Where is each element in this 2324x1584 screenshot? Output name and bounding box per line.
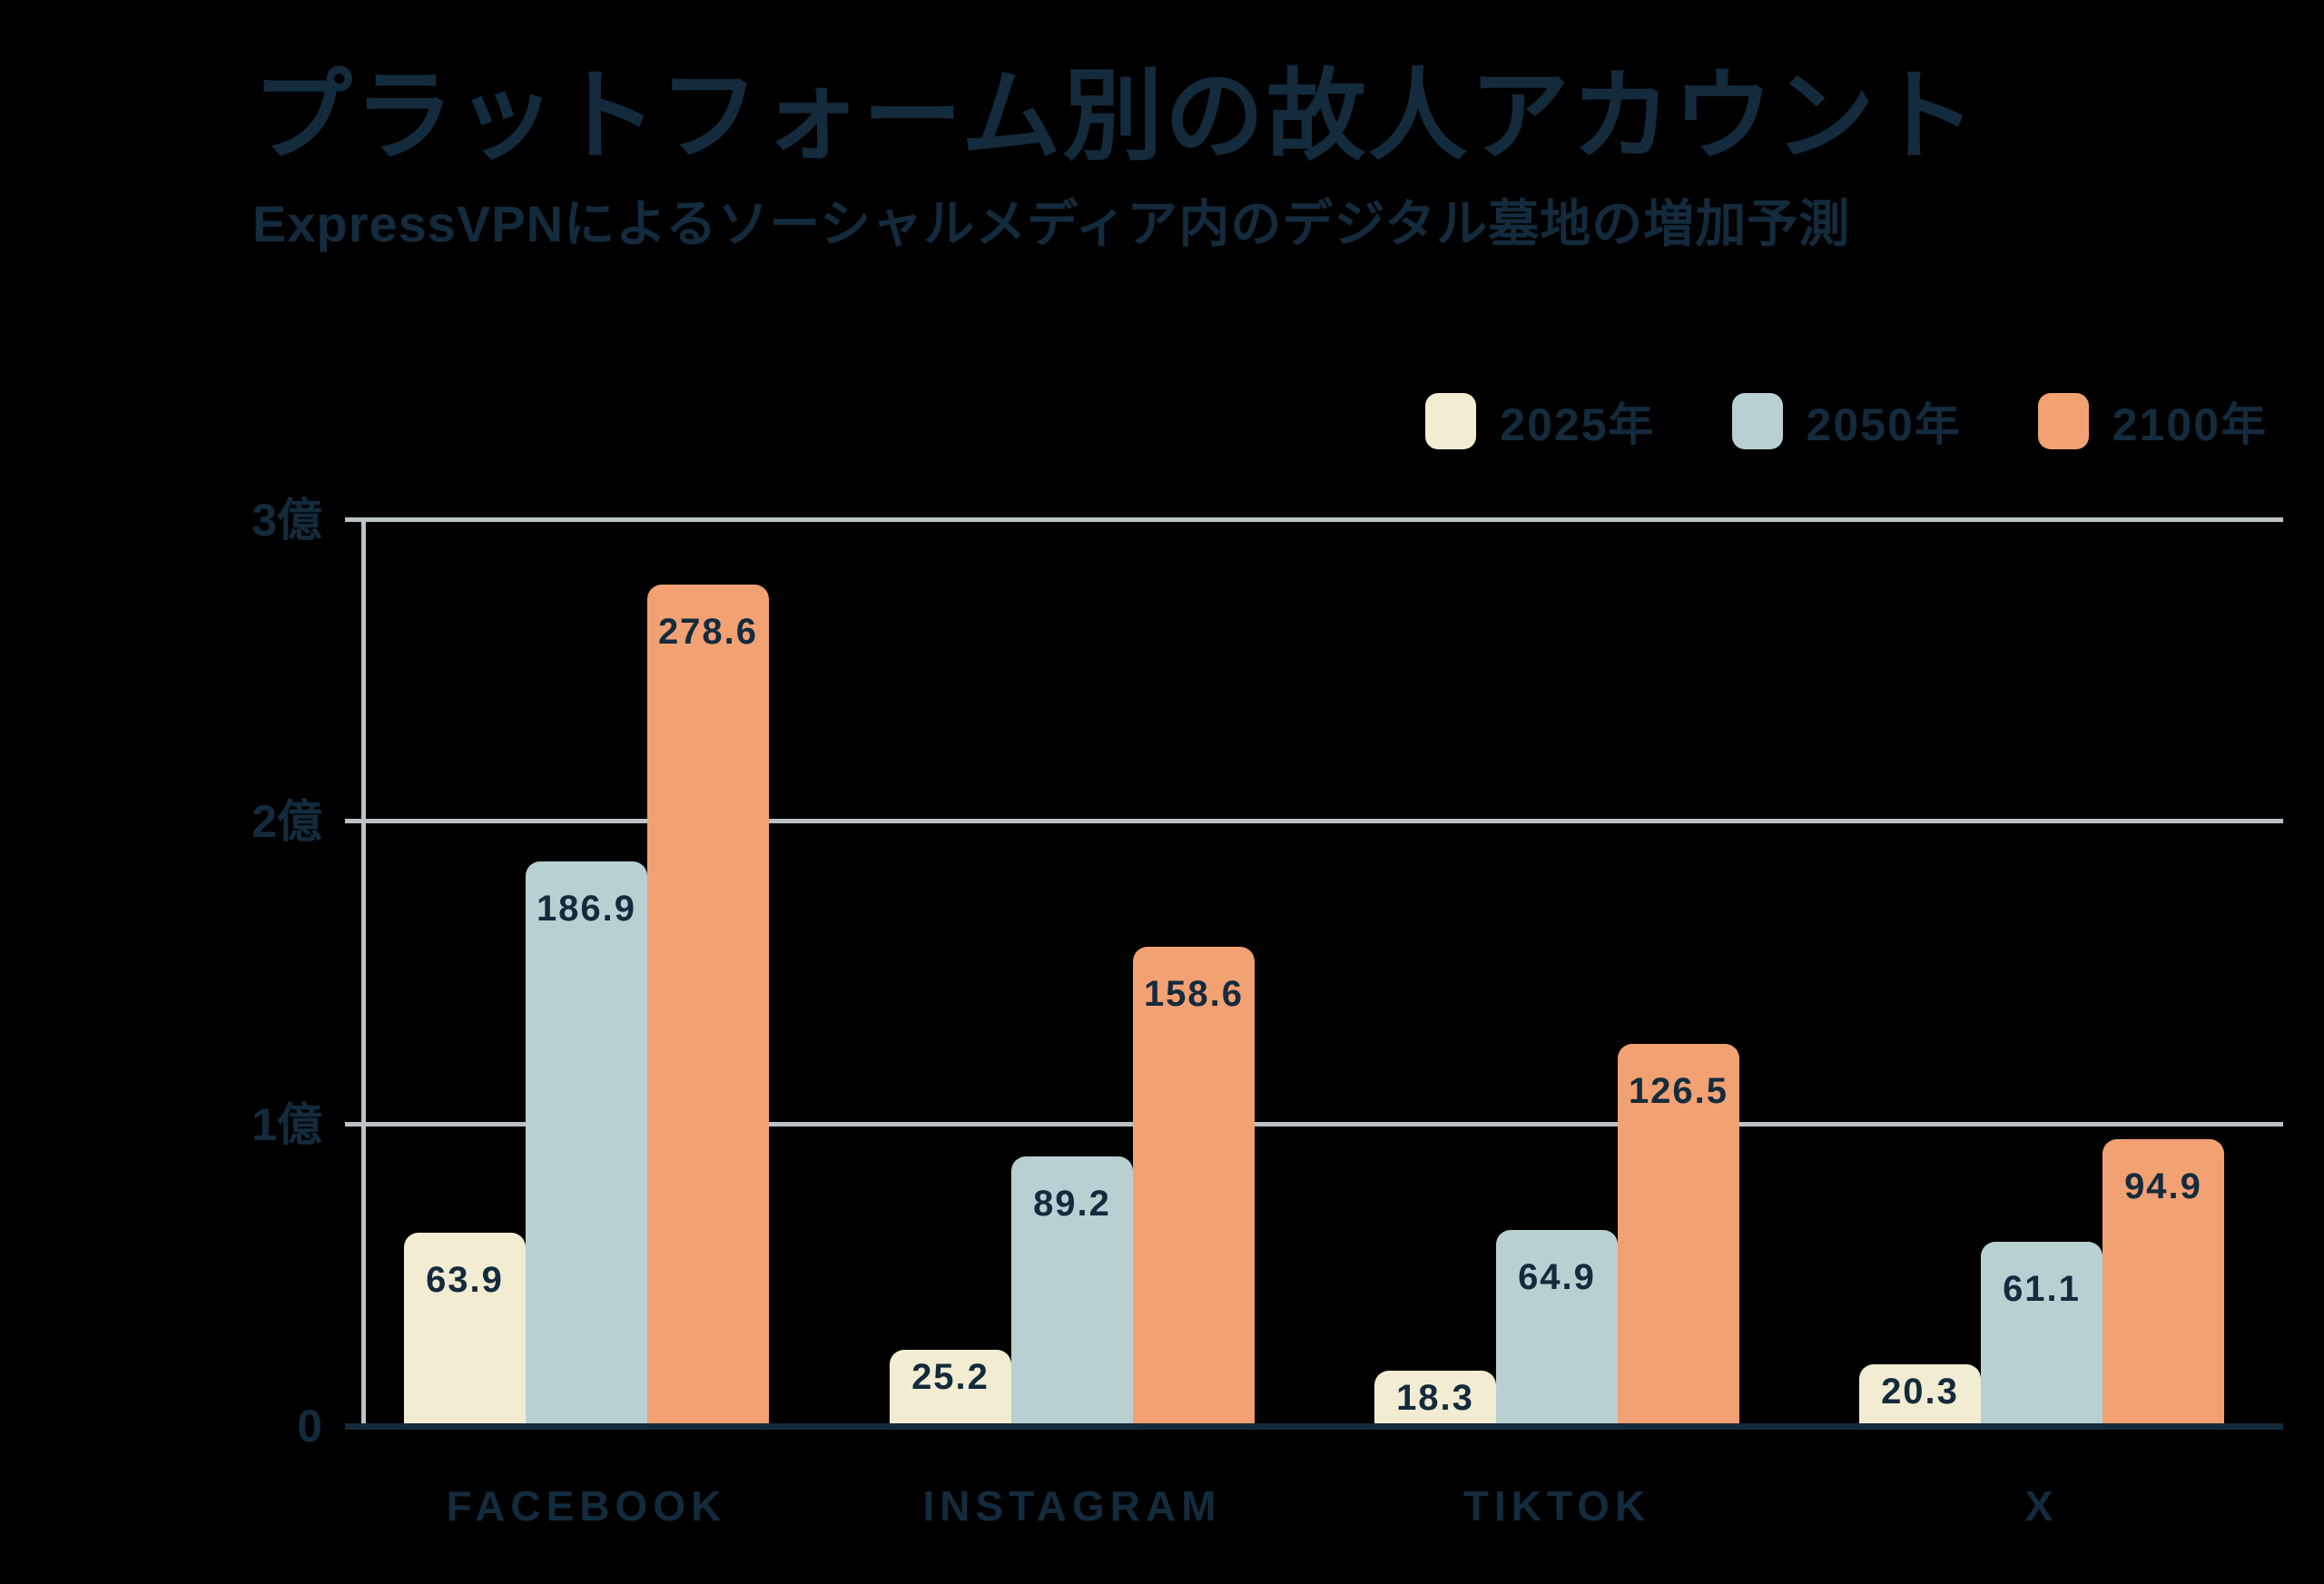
- bar-value-label: 25.2: [911, 1357, 990, 1397]
- legend-swatch-2050: [1731, 393, 1783, 449]
- bar-2100年-X: 94.9: [2102, 1139, 2224, 1426]
- bar-2100年-TIKTOK: 126.5: [1618, 1044, 1739, 1426]
- bar-2050年-X: 61.1: [1981, 1242, 2102, 1426]
- legend-item-2100: 2100年: [2037, 389, 2268, 454]
- bar-2025年-INSTAGRAM: 25.2: [890, 1350, 1011, 1426]
- y-axis-line: [361, 518, 366, 1426]
- category-label-x: X: [2024, 1482, 2059, 1530]
- chart-subtitle: ExpressVPNによるソーシャルメディア内のデジタル墓地の増加予測: [252, 195, 1851, 252]
- bar-value-label: 61.1: [2003, 1269, 2081, 1309]
- bar-2050年-FACEBOOK: 186.9: [526, 861, 647, 1426]
- legend-label-2050: 2050年: [1806, 399, 1962, 450]
- bar-2100年-INSTAGRAM: 158.6: [1133, 947, 1255, 1426]
- bar-value-label: 278.6: [657, 612, 759, 652]
- legend-label-2025: 2025年: [1500, 399, 1656, 450]
- bar-value-label: 20.3: [1881, 1372, 1959, 1412]
- bar-2100年-FACEBOOK: 278.6: [647, 585, 769, 1426]
- bar-value-label: 18.3: [1396, 1378, 1474, 1418]
- y-tick-label-2oku: 2億: [251, 796, 322, 847]
- bar-2025年-TIKTOK: 18.3: [1374, 1371, 1496, 1426]
- bar-2050年-TIKTOK: 64.9: [1496, 1230, 1618, 1426]
- legend-label-2100: 2100年: [2112, 399, 2268, 450]
- bar-2025年-X: 20.3: [1859, 1364, 1981, 1426]
- legend-item-2050: 2050年: [1731, 389, 1962, 454]
- bar-value-label: 89.2: [1033, 1184, 1111, 1224]
- category-label-facebook: FACEBOOK: [446, 1482, 727, 1530]
- bar-value-label: 158.6: [1143, 974, 1245, 1014]
- legend: 2025年 2050年 2100年: [1425, 389, 2268, 454]
- gridline-2oku: [345, 819, 2283, 823]
- legend-swatch-2100: [2037, 393, 2089, 449]
- legend-item-2025: 2025年: [1425, 389, 1655, 454]
- legend-swatch-2025: [1425, 393, 1477, 449]
- bar-value-label: 63.9: [426, 1260, 504, 1300]
- bar-value-label: 126.5: [1628, 1071, 1729, 1111]
- y-tick-label-0: 0: [297, 1401, 322, 1451]
- category-label-tiktok: TIKTOK: [1462, 1482, 1651, 1530]
- chart-title: プラットフォーム別の故人アカウント: [252, 61, 1978, 172]
- bar-2050年-INSTAGRAM: 89.2: [1011, 1156, 1133, 1426]
- y-tick-label-1oku: 1億: [251, 1099, 322, 1150]
- bar-value-label: 94.9: [2124, 1166, 2202, 1206]
- y-tick-label-3oku: 3億: [251, 495, 322, 546]
- bar-value-label: 186.9: [536, 889, 637, 929]
- gridline-3oku: [345, 517, 2283, 522]
- bar-2025年-FACEBOOK: 63.9: [404, 1233, 526, 1426]
- bar-value-label: 64.9: [1518, 1257, 1596, 1297]
- gridline-1oku: [345, 1122, 2283, 1127]
- x-axis-baseline: [345, 1423, 2283, 1430]
- category-label-instagram: INSTAGRAM: [922, 1482, 1222, 1530]
